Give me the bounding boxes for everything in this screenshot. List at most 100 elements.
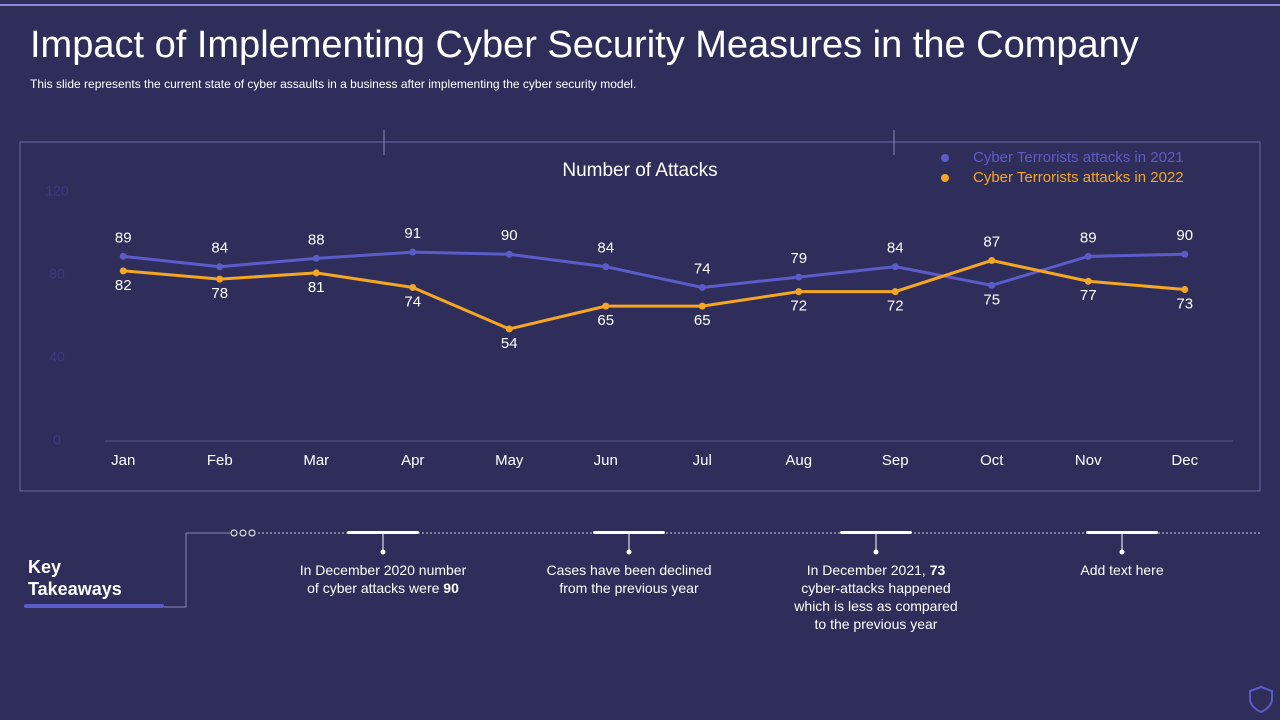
data-label: 90 (501, 227, 518, 244)
takeaway-text: Add text here (1037, 561, 1207, 579)
y-tick-label: 120 (45, 183, 69, 199)
takeaway-bar (1086, 531, 1158, 534)
takeaway-part: Cases have been declined from the previo… (546, 562, 712, 596)
takeaway-part: In December 2021, (806, 562, 930, 578)
series-line (123, 250, 1185, 289)
y-tick-label: 0 (53, 432, 61, 448)
x-tick-label: Oct (980, 452, 1004, 469)
top-rule (0, 4, 1280, 6)
legend-marker (941, 154, 949, 162)
dot (230, 529, 238, 537)
takeaway-part: cyber-attacks happened which is less as … (794, 580, 958, 632)
point (698, 283, 706, 291)
takeaway-part: Add text here (1080, 562, 1164, 578)
point (312, 254, 320, 262)
takeaway-part: In December 2020 number of cyber attacks… (299, 562, 467, 596)
point (505, 250, 513, 258)
point (891, 288, 899, 296)
data-label: 79 (790, 250, 807, 267)
legend-label: Cyber Terrorists attacks in 2021 (973, 149, 1184, 166)
point (795, 288, 803, 296)
data-label: 77 (1080, 287, 1097, 304)
point (988, 281, 996, 289)
x-tick-label: Apr (401, 452, 424, 469)
chart-frame (19, 141, 1261, 492)
data-label: 84 (597, 240, 614, 257)
data-label: 82 (115, 277, 132, 294)
data-label: 54 (501, 335, 518, 352)
data-label: 91 (404, 225, 421, 242)
data-label: 87 (983, 233, 1000, 250)
takeaway-dot (1119, 549, 1125, 555)
data-label: 84 (887, 240, 904, 257)
point (1084, 277, 1092, 285)
y-tick-label: 40 (49, 349, 65, 365)
takeaway-connector (164, 532, 230, 608)
point (409, 248, 417, 256)
takeaway-dot (380, 549, 386, 555)
x-tick-label: Sep (882, 452, 909, 469)
point (891, 263, 899, 271)
chart-title: Number of Attacks (562, 160, 717, 181)
point (312, 269, 320, 277)
data-label: 84 (211, 240, 228, 257)
data-label: 81 (308, 279, 325, 296)
legend-marker (941, 174, 949, 182)
takeaway-text: In December 2021, 73 cyber-attacks happe… (791, 561, 961, 633)
data-label: 74 (694, 260, 711, 277)
point (795, 273, 803, 281)
point (216, 263, 224, 271)
data-label: 73 (1176, 295, 1193, 312)
title: Impact of Implementing Cyber Security Me… (30, 24, 1139, 66)
dot (248, 529, 256, 537)
key-underline (24, 604, 164, 608)
point (119, 252, 127, 260)
subtitle: This slide represents the current state … (30, 77, 637, 91)
takeaway-bar (593, 531, 665, 534)
x-tick-label: Mar (303, 452, 329, 469)
takeaway-part: 73 (929, 562, 946, 578)
x-tick-label: May (495, 452, 524, 469)
takeaway-dot (873, 549, 879, 555)
shield-icon (1249, 685, 1273, 714)
point (698, 302, 706, 310)
data-label: 89 (115, 229, 132, 246)
takeaway-part: 90 (443, 580, 459, 596)
takeaway-text: Cases have been declined from the previo… (544, 561, 714, 597)
legend-label: Cyber Terrorists attacks in 2022 (973, 169, 1184, 186)
data-label: 65 (597, 312, 614, 329)
data-label: 75 (983, 291, 1000, 308)
point (602, 302, 610, 310)
takeaway-bar (347, 531, 419, 534)
data-label: 90 (1176, 227, 1193, 244)
x-tick-label: Jun (594, 452, 618, 469)
point (1181, 250, 1189, 258)
series-line (123, 258, 1185, 331)
data-label: 74 (404, 293, 421, 310)
key-label: Key Takeaways (28, 557, 122, 599)
data-label: 89 (1080, 229, 1097, 246)
x-tick-label: Jul (693, 452, 712, 469)
point (1084, 252, 1092, 260)
x-tick-label: Feb (207, 452, 233, 469)
data-label: 65 (694, 312, 711, 329)
takeaway-text: In December 2020 number of cyber attacks… (298, 561, 468, 597)
takeaway-dot (626, 549, 632, 555)
takeaway-bar (840, 531, 912, 534)
point (216, 275, 224, 283)
x-tick-label: Dec (1171, 452, 1198, 469)
data-label: 88 (308, 231, 325, 248)
dot (239, 529, 247, 537)
point (119, 267, 127, 275)
x-tick-label: Jan (111, 452, 135, 469)
data-label: 72 (790, 298, 807, 315)
point (988, 256, 996, 264)
y-tick-label: 80 (49, 266, 65, 282)
point (1181, 286, 1189, 294)
point (409, 283, 417, 291)
frame-ticks (383, 130, 895, 155)
data-label: 78 (211, 285, 228, 302)
x-tick-label: Aug (785, 452, 812, 469)
